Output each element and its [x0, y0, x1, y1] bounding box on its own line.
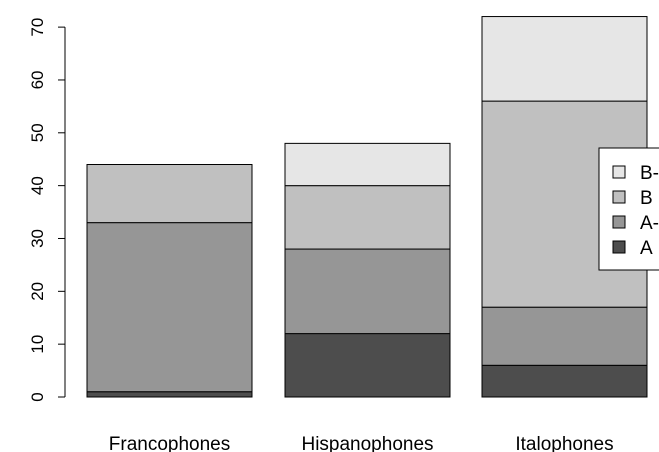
x-tick-label: Italophones [515, 434, 613, 452]
bar-segment-hispanophones-aplus [284, 248, 451, 335]
bar-segment-francophones-a [86, 391, 253, 398]
legend-swatch [612, 215, 626, 229]
y-tick-label: 40 [28, 176, 47, 195]
legend-label: A- [640, 213, 659, 234]
x-tick-label: Hispanophones [301, 434, 433, 452]
y-tick-label: 60 [28, 70, 47, 89]
bar-segment-francophones-aplus [86, 222, 253, 393]
legend-box [598, 147, 659, 271]
bar-segment-hispanophones-a [284, 333, 451, 398]
y-tick-label: 10 [28, 335, 47, 354]
legend-swatch [612, 190, 626, 204]
bar-segment-hispanophones-bplus [284, 142, 451, 187]
bar-segment-hispanophones-b [284, 185, 451, 250]
legend-label: B [640, 188, 653, 209]
legend-swatch [612, 240, 626, 254]
y-axis: 0 10 20 30 40 50 60 70 [28, 18, 66, 402]
bar-segment-francophones-b [86, 164, 253, 224]
bar-segment-italophones-bplus [481, 16, 648, 102]
y-tick-label: 30 [28, 229, 47, 248]
bar-segment-italophones-aplus [481, 306, 648, 366]
bar-segment-italophones-a [481, 364, 648, 398]
y-tick-label: 0 [28, 392, 47, 401]
bars [86, 16, 648, 398]
x-tick-label: Francophones [109, 434, 230, 452]
legend: B- B A- A [598, 147, 659, 271]
y-tick-label: 70 [28, 18, 47, 37]
x-axis-labels: Francophones Hispanophones Italophones [109, 434, 614, 452]
legend-swatch [612, 165, 626, 179]
y-tick-label: 20 [28, 282, 47, 301]
legend-label: A [640, 238, 653, 259]
y-tick-label: 50 [28, 123, 47, 142]
legend-label: B- [640, 163, 659, 184]
